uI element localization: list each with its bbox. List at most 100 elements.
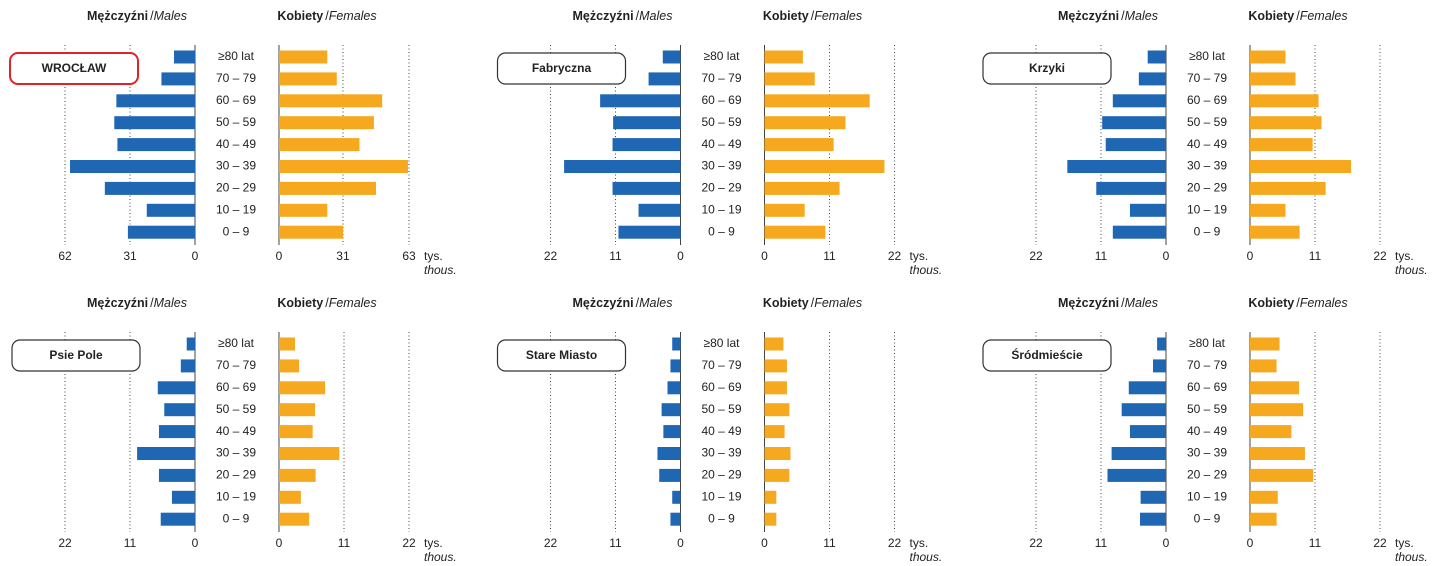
category-label: 40 – 49 [216, 137, 256, 151]
category-label: 50 – 59 [216, 402, 256, 416]
category-label: 10 – 19 [701, 489, 741, 503]
female-bar [764, 116, 846, 130]
female-bar [279, 337, 295, 351]
male-bar [104, 181, 195, 195]
male-bar [600, 94, 681, 108]
male-bar [1140, 490, 1166, 504]
x-tick-label: 62 [58, 249, 72, 263]
category-label: ≥80 lat [218, 336, 255, 350]
female-bar [279, 138, 360, 152]
male-bar [1157, 337, 1166, 351]
male-bar [618, 225, 681, 239]
category-label: 10 – 19 [216, 489, 256, 503]
female-bar [1250, 160, 1352, 173]
category-label: 10 – 19 [1187, 489, 1227, 503]
male-bar [663, 425, 681, 439]
male-bar [161, 72, 195, 86]
category-label: 30 – 39 [216, 159, 256, 173]
x-tick-label: 0 [677, 249, 684, 263]
x-tick-label: 22 [888, 249, 902, 263]
male-bar [1129, 203, 1166, 217]
category-label: 60 – 69 [701, 93, 741, 107]
title-box [982, 52, 1112, 85]
female-bar [279, 94, 383, 108]
female-bar [1250, 94, 1319, 108]
female-bar [279, 181, 376, 195]
male-bar [116, 94, 195, 108]
female-bar [1250, 116, 1322, 130]
male-bar [613, 116, 681, 130]
title-box [9, 52, 139, 85]
female-bar [764, 447, 791, 460]
male-bar [648, 72, 681, 86]
x-tick-label: 0 [677, 536, 684, 550]
male-bar [157, 381, 195, 395]
category-label: 70 – 79 [216, 71, 256, 85]
male-bar [612, 138, 681, 152]
category-label: 20 – 29 [701, 468, 741, 482]
panel-title: Śródmieście [1011, 347, 1083, 362]
category-label: 60 – 69 [701, 380, 741, 394]
female-bar [1250, 225, 1300, 239]
pyramid-panel: Mężczyźni/Males Kobiety/Females 22 11 0 0 11 22… [496, 9, 942, 277]
female-bar [279, 72, 337, 86]
female-bar [279, 447, 340, 460]
male-bar [1112, 94, 1166, 108]
male-bar [1147, 50, 1166, 64]
female-bar [279, 425, 313, 439]
female-bar [764, 50, 803, 64]
male-bar [1128, 381, 1166, 395]
male-bar [1112, 225, 1166, 239]
female-bar [764, 225, 826, 239]
female-bar [764, 468, 790, 482]
panel-title: WROCŁAW [42, 61, 107, 75]
x-tick-label: 11 [1309, 249, 1322, 263]
category-label: 0 – 9 [708, 224, 735, 238]
unit-label: tys. [424, 249, 443, 263]
x-tick-label: 11 [823, 249, 836, 263]
female-bar [279, 160, 408, 173]
female-bar [764, 203, 805, 217]
series-header: Kobiety/Females [277, 9, 376, 23]
x-tick-label: 11 [124, 536, 137, 550]
male-bar [638, 203, 681, 217]
category-label: 70 – 79 [701, 358, 741, 372]
male-bar [662, 50, 681, 64]
male-bar [158, 468, 195, 482]
pyramid-panel: Mężczyźni/Males Kobiety/Females 22 11 0 0 11 22… [496, 296, 942, 564]
x-tick-label: 22 [544, 249, 558, 263]
female-bar [1250, 72, 1296, 86]
series-header: Mężczyźni/Males [573, 9, 673, 23]
category-label: 40 – 49 [1187, 137, 1227, 151]
male-bar [661, 403, 681, 417]
category-label: 50 – 59 [1187, 402, 1227, 416]
female-bar [764, 337, 784, 351]
category-label: 20 – 29 [1187, 181, 1227, 195]
category-label: ≥80 lat [704, 49, 741, 63]
title-box [982, 339, 1112, 372]
female-bar [279, 490, 301, 504]
unit-label: thous. [1395, 263, 1428, 277]
panel-title: Stare Miasto [526, 348, 597, 362]
category-label: ≥80 lat [1189, 49, 1226, 63]
x-tick-label: 11 [823, 536, 836, 550]
x-tick-label: 11 [1095, 536, 1108, 550]
female-bar [279, 203, 328, 217]
male-bar [164, 403, 195, 417]
male-bar [1102, 116, 1166, 130]
x-tick-label: 63 [402, 249, 416, 263]
male-bar [1140, 512, 1166, 526]
category-label: 60 – 69 [216, 380, 256, 394]
pyramid-panel: Mężczyźni/Males Kobiety/Females 22 11 0 0 11 22… [982, 9, 1428, 277]
male-bar [1105, 138, 1166, 152]
female-bar [279, 381, 326, 395]
category-label: ≥80 lat [218, 49, 255, 63]
x-tick-label: 11 [1309, 536, 1322, 550]
series-header: Mężczyźni/Males [87, 296, 187, 310]
unit-label: tys. [910, 536, 929, 550]
x-tick-label: 0 [1247, 536, 1254, 550]
female-bar [1250, 490, 1278, 504]
male-bar [1121, 403, 1166, 417]
x-tick-label: 22 [402, 536, 416, 550]
